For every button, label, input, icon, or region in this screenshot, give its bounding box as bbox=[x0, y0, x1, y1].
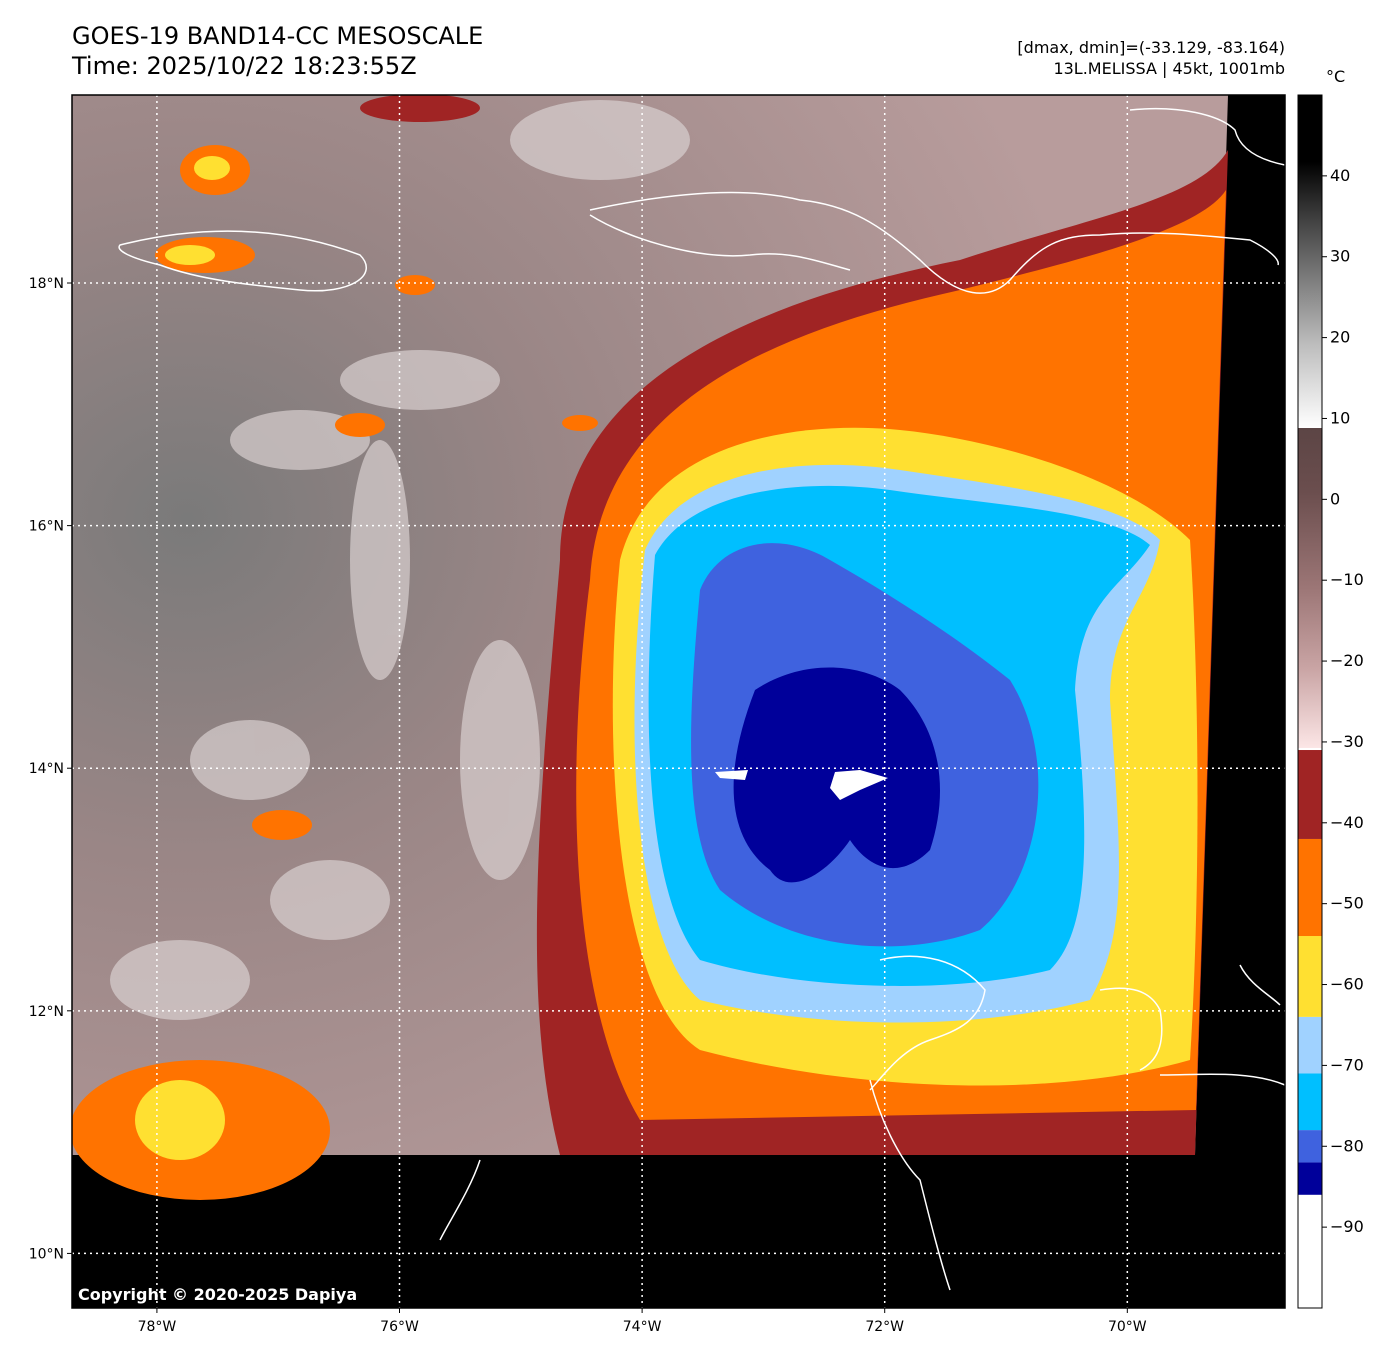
colorbar-band bbox=[1298, 1016, 1322, 1074]
latitude-axis: 18°N 16°N 14°N 12°N 10°N bbox=[29, 276, 72, 1262]
chart-time: Time: 2025/10/22 18:23:55Z bbox=[72, 52, 417, 80]
map-frame bbox=[71, 94, 1286, 1309]
satellite-imagery: Copyright © 2020-2025 Dapiya bbox=[72, 95, 1285, 1308]
colorbar-band bbox=[1298, 750, 1322, 839]
colorbar-ticks: 40 30 20 10 0 −10 −20 −30 −40 −50 −60 −70 −80 −90 bbox=[1322, 166, 1364, 1236]
colorbar-band bbox=[1298, 1194, 1322, 1308]
coastlines bbox=[118, 107, 1285, 1291]
colorbar-tick-label: −20 bbox=[1330, 651, 1364, 670]
colorbar-tick-label: 10 bbox=[1330, 408, 1350, 427]
colorbar-tick-label: −90 bbox=[1330, 1217, 1364, 1236]
colorbar-tick-label: 20 bbox=[1330, 328, 1350, 347]
copyright-text: Copyright © 2020-2025 Dapiya bbox=[78, 1285, 357, 1304]
colorbar-tick-label: −70 bbox=[1330, 1055, 1364, 1074]
colorbar-tick-label: 30 bbox=[1330, 247, 1350, 266]
storm-cloud-shield bbox=[536, 150, 1228, 1155]
lat-tick-label: 18°N bbox=[29, 276, 64, 292]
colorbar-tick-label: 0 bbox=[1330, 489, 1340, 508]
colorbar-band bbox=[1298, 936, 1322, 1017]
colorbar-tick-label: 40 bbox=[1330, 166, 1350, 185]
colorbar-brown-segment bbox=[1298, 428, 1322, 748]
colorbar-tick-label: −80 bbox=[1330, 1136, 1364, 1155]
colorbar-unit: °C bbox=[1326, 67, 1346, 86]
lon-tick-label: 70°W bbox=[1108, 1319, 1147, 1335]
colorbar-band bbox=[1298, 1162, 1322, 1195]
lat-tick-label: 12°N bbox=[29, 1004, 64, 1020]
longitude-axis: 78°W 76°W 74°W 72°W 70°W bbox=[138, 1308, 1147, 1335]
colorbar-bands bbox=[1298, 750, 1322, 1308]
colorbar-tick-label: −60 bbox=[1330, 975, 1364, 994]
colorbar-band bbox=[1298, 838, 1322, 937]
colorbar-tick-label: −10 bbox=[1330, 570, 1364, 589]
data-range-info: [dmax, dmin]=(-33.129, -83.164) bbox=[1017, 38, 1285, 57]
scattered-clouds bbox=[110, 100, 690, 1020]
graticule bbox=[72, 95, 1285, 1308]
colorbar-frame bbox=[1297, 94, 1323, 1309]
colorbar: 40 30 20 10 0 −10 −20 −30 −40 −50 −60 −70 −80 −90 bbox=[1297, 94, 1364, 1309]
lat-tick-label: 10°N bbox=[29, 1246, 64, 1262]
lon-tick-label: 78°W bbox=[138, 1319, 177, 1335]
lon-tick-label: 72°W bbox=[865, 1319, 904, 1335]
storm-info: 13L.MELISSA | 45kt, 1001mb bbox=[1053, 59, 1285, 78]
lat-tick-label: 14°N bbox=[29, 761, 64, 777]
lon-tick-label: 76°W bbox=[380, 1319, 419, 1335]
colorbar-tick-label: −30 bbox=[1330, 732, 1364, 751]
lon-tick-label: 74°W bbox=[623, 1319, 662, 1335]
chart-title: GOES-19 BAND14-CC MESOSCALE bbox=[72, 22, 484, 50]
colorbar-band bbox=[1298, 1073, 1322, 1131]
colorbar-band bbox=[1298, 1130, 1322, 1163]
colorbar-gray-segment bbox=[1298, 95, 1322, 428]
colorbar-tick-label: −40 bbox=[1330, 813, 1364, 832]
lat-tick-label: 16°N bbox=[29, 519, 64, 535]
colorbar-tick-label: −50 bbox=[1330, 894, 1364, 913]
